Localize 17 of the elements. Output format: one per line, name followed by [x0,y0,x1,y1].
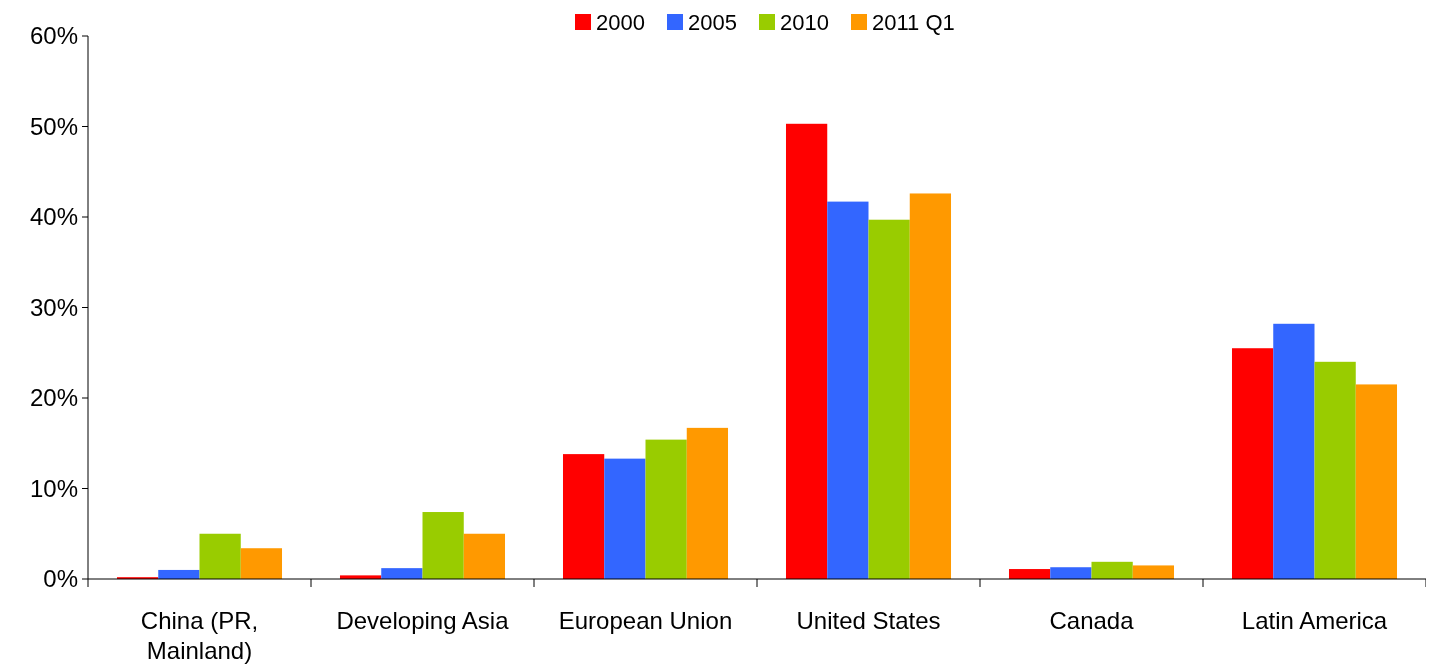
legend-label: 2011 Q1 [872,9,955,35]
x-tick-label: Developing Asia [336,607,510,634]
y-tick-label: 60% [29,22,78,50]
legend-label: 2010 [780,9,829,35]
x-tick-label: China (PR, Mainland) [140,607,259,664]
x-tick-label: Canada [1049,607,1135,634]
legend-label: 2000 [596,9,645,35]
y-tick-label: 50% [29,112,78,140]
y-tick-label: 30% [29,293,78,321]
y-tick-label: 20% [29,384,78,412]
x-tick-label: European Union [558,607,733,634]
y-tick-label: 10% [29,474,78,502]
legend-label: 2005 [688,9,737,35]
y-tick-label: 0% [43,565,78,593]
x-tick-label: Latin America [1241,607,1388,634]
y-tick-label: 40% [29,203,78,231]
x-tick-label: United States [796,607,941,634]
